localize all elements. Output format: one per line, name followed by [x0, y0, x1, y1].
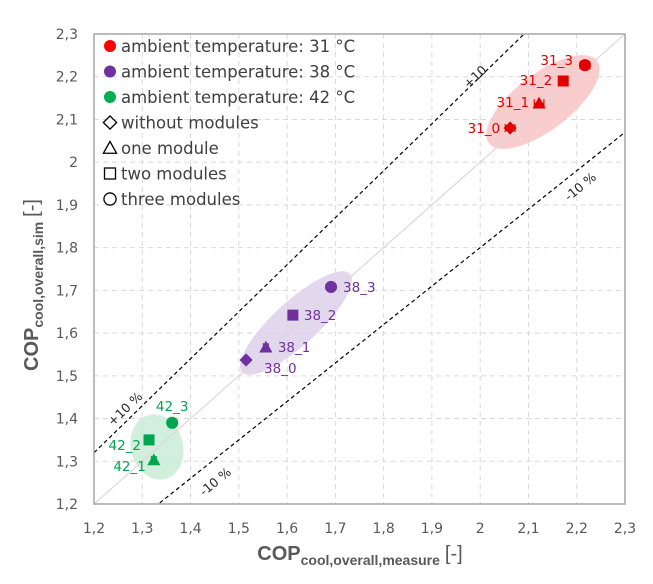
x-tick-label: 2: [476, 521, 485, 537]
marker-circle: [166, 416, 179, 429]
legend-square-icon: [103, 167, 117, 180]
data-point-31_2: 31_2: [520, 73, 569, 89]
x-axis-title-sub: cool,overall,measure: [301, 552, 441, 568]
legend-label: ambient temperature: 38 °C: [121, 63, 355, 82]
marker-square: [557, 75, 569, 87]
marker-diamond: [239, 353, 253, 367]
x-axis-title-unit: [-]: [445, 543, 463, 565]
data-point-38_1: 38_1: [259, 340, 310, 356]
legend-item: two modules: [103, 165, 227, 184]
data-point-label: 31_2: [520, 73, 553, 89]
y-tick-label: 2,1: [56, 112, 78, 128]
legend-swatch-red-circle-icon: [104, 40, 116, 52]
reference-lines: [94, 34, 625, 504]
x-tick-label: 1,4: [179, 521, 201, 537]
legend-label: ambient temperature: 42 °C: [121, 88, 355, 107]
legend-circle-icon: [103, 192, 117, 206]
y-tick-label: 1,2: [56, 497, 78, 513]
data-point-31_3: 31_3: [540, 53, 591, 72]
reference-line-minus-10: [157, 131, 625, 504]
plot-area-frame: [93, 33, 626, 505]
legend-item: without modules: [102, 114, 259, 133]
x-tick-label: 1,9: [421, 521, 443, 537]
data-point-38_0: 38_0: [239, 353, 297, 377]
x-tick-label: 2,1: [517, 521, 539, 537]
legend-item: ambient temperature: 38 °C: [104, 63, 355, 82]
data-point-label: 42_1: [113, 459, 146, 475]
y-tick-label: 1,5: [56, 369, 78, 385]
y-tick-label: 2: [69, 155, 78, 171]
reference-line-label: +10: [460, 62, 489, 91]
marker-diamond: [503, 121, 517, 135]
y-axis-title-unit: [-]: [21, 199, 43, 217]
legend-label: two modules: [121, 165, 227, 184]
y-axis-title: COPcool,overall,sim [-]: [21, 199, 46, 371]
data-point-label: 31_0: [468, 121, 501, 137]
data-point-label: 31_1: [497, 95, 530, 111]
legend-swatch-green-circle-icon: [104, 91, 116, 103]
legend-label: ambient temperature: 31 °C: [121, 37, 355, 56]
y-axis-title-main: COP: [21, 328, 43, 371]
marker-triangle: [259, 340, 273, 353]
y-tick-label: 1,6: [56, 326, 78, 342]
reference-line-label: -10 %: [196, 464, 234, 499]
cluster-ellipse-42C: [130, 414, 184, 480]
marker-triangle: [532, 96, 546, 109]
x-axis-title-main: COP: [257, 543, 300, 565]
data-point-label: 38_1: [278, 340, 311, 356]
y-axis-title-sub: cool,overall,sim: [30, 222, 46, 328]
data-point-label: 42_3: [156, 399, 189, 415]
legend-diamond-icon: [102, 114, 118, 131]
legend-item: ambient temperature: 42 °C: [104, 88, 355, 107]
x-tick-label: 1,3: [131, 521, 153, 537]
y-tick-label: 1,7: [56, 283, 78, 299]
data-point-38_3: 38_3: [324, 280, 376, 296]
x-tick-label: 1,6: [276, 521, 298, 537]
data-point-42_2: 42_2: [108, 434, 155, 454]
y-tick-label: 1,8: [56, 241, 78, 257]
data-point-label: 42_2: [108, 438, 141, 454]
legend-item: one module: [102, 139, 219, 158]
legend-item: three modules: [103, 190, 240, 209]
x-tick-label: 2,2: [566, 521, 588, 537]
y-tick-label: 2,2: [56, 70, 78, 86]
legend-label: three modules: [121, 190, 240, 209]
data-point-38_2: 38_2: [287, 308, 336, 324]
x-axis-title: COPcool,overall,measure [-]: [257, 543, 462, 568]
axis-ticks: 1,2 1,2 1,3 1,3 1,4 1,4 1,5 1,5 1,6 1,6 1,7 1,7 1,8 1…: [56, 27, 636, 537]
y-tick-label: 1,3: [56, 454, 78, 470]
grid: [94, 34, 625, 504]
data-point-42_1: 42_1: [113, 453, 161, 475]
legend-swatch-purple-circle-icon: [104, 65, 116, 78]
data-point-31_0: 31_0: [468, 121, 517, 137]
legend-label: without modules: [121, 114, 259, 133]
data-point-42_3: 42_3: [156, 399, 189, 429]
y-tick-label: 1,9: [56, 198, 78, 214]
legend-label: one module: [121, 139, 219, 158]
marker-circle: [578, 59, 591, 72]
reference-line-label: -10 %: [561, 169, 599, 204]
x-tick-label: 1,7: [324, 521, 346, 537]
reference-line-identity: [94, 34, 625, 504]
marker-circle: [324, 280, 338, 293]
data-point-label: 38_3: [343, 280, 376, 296]
x-tick-label: 2,3: [614, 521, 636, 537]
legend: ambient temperature: 31 °C ambient temper…: [102, 37, 355, 209]
y-tick-label: 1,4: [56, 412, 78, 428]
x-tick-label: 1,5: [228, 521, 250, 537]
legend-item: ambient temperature: 31 °C: [104, 37, 355, 56]
data-point-31_1: 31_1: [497, 95, 546, 111]
x-tick-label: 1,8: [373, 521, 395, 537]
x-tick-label: 1,2: [83, 521, 105, 537]
legend-triangle-icon: [102, 140, 118, 154]
data-point-label: 38_2: [304, 308, 337, 324]
marker-square: [287, 309, 299, 321]
y-tick-label: 2,3: [56, 27, 78, 43]
data-point-label: 38_0: [264, 361, 297, 377]
data-points: 31_0 31_1 31_2 31_3 38_0 38_1 38_2 38_3 42_1 42_2…: [108, 53, 591, 475]
data-point-label: 31_3: [540, 53, 573, 69]
marker-triangle: [147, 453, 161, 466]
marker-square: [143, 434, 155, 446]
